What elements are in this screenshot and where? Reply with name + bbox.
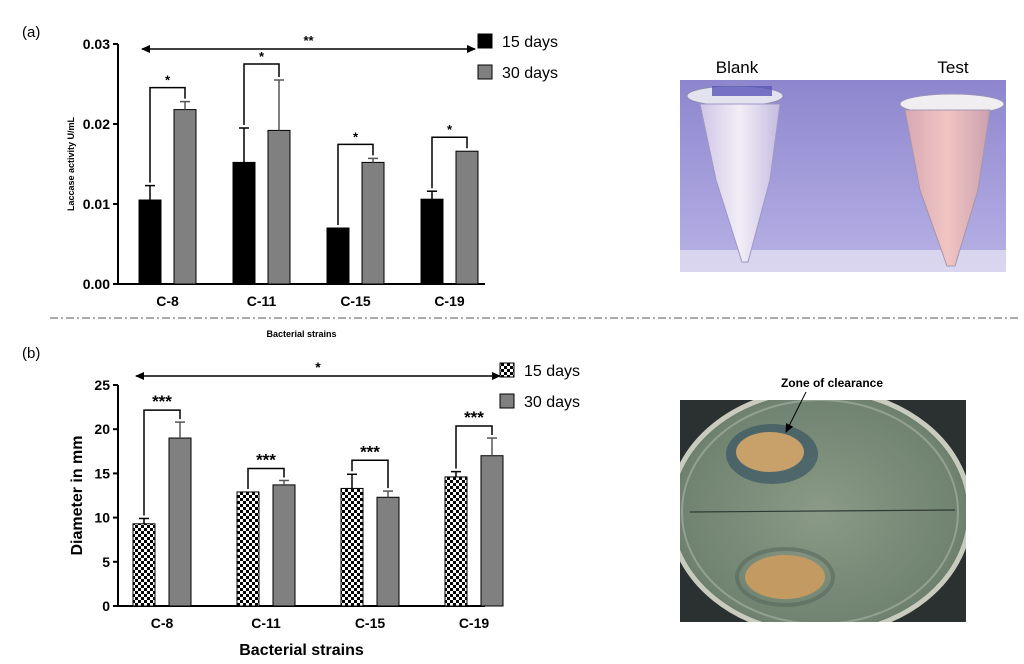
zone-of-clearance-arrow: [785, 391, 807, 433]
chart-a-legend-label: 30 days: [502, 65, 558, 82]
chart-a-significance-bracket: [431, 136, 468, 189]
chart-b-category-label: C-15: [355, 615, 386, 631]
chart-b-bar-15-days: [444, 476, 468, 607]
chart-b-y-tick-label: 10: [94, 510, 110, 526]
chart-b-y-tick-label: 20: [94, 421, 110, 437]
chart-b-significance-mark: ***: [152, 392, 172, 411]
chart-b-category-label: C-19: [459, 615, 490, 631]
chart-b-legend-label: 15 days: [524, 363, 580, 380]
chart-a-significance-bracket: [149, 86, 186, 183]
chart-a-significance-mark: *: [259, 49, 265, 64]
chart-a-bar-15-days: [138, 199, 162, 285]
chart-b-significance-mark: ***: [360, 442, 380, 461]
chart-a-y-axis-label: Laccase activity U/mL: [66, 116, 76, 211]
chart-a-bar-15-days: [326, 227, 350, 285]
panel-label-a: (a): [22, 24, 41, 41]
chart-b-significance-bracket: [143, 409, 181, 516]
chart-b-bar-15-days: [236, 491, 260, 607]
chart-a-significance-bracket: [337, 143, 374, 225]
chart-b-y-axis-label: Diameter in mm: [69, 435, 86, 555]
blank-tube: [686, 85, 784, 263]
chart-a-category-label: C-19: [434, 293, 465, 309]
chart-b-bar-30-days: [168, 437, 192, 607]
chart-a-significance-mark: *: [165, 73, 171, 88]
zone-of-clearance-label: Zone of clearance: [781, 376, 883, 390]
test-tube: [899, 93, 1005, 267]
chart-a-significance-mark: *: [353, 129, 359, 144]
chart-a-legend-swatch: [477, 33, 493, 49]
chart-b-y-tick-label: 15: [94, 465, 110, 481]
chart-b-y-tick-label: 0: [102, 598, 110, 614]
chart-a-bar-30-days: [455, 150, 479, 285]
chart-a-y-tick-label: 0.02: [83, 116, 110, 132]
chart-b-significance-bracket: [351, 459, 389, 489]
chart-a-laccase-activity: 0.00 0.01 0.02 0.03 Laccase activity U/mL Bac…: [66, 33, 558, 339]
colony-lower: [745, 555, 825, 599]
chart-b-x-axis-label: Bacterial strains: [239, 642, 364, 659]
chart-b-y-tick-label: 25: [94, 377, 110, 393]
chart-a-category-label: C-11: [247, 293, 277, 309]
chart-b-legend-swatch: [499, 362, 515, 378]
chart-a-bar-15-days: [420, 198, 444, 285]
panel-label-b: (b): [22, 345, 41, 362]
chart-a-bar-15-days: [232, 161, 256, 285]
photo-label-test: Test: [937, 58, 968, 77]
chart-a-legend-swatch: [477, 64, 493, 80]
chart-a-category-label: C-8: [156, 293, 179, 309]
chart-b-significance-mark: ***: [464, 408, 484, 427]
chart-a-bar-30-days: [173, 109, 197, 285]
chart-a-bar-30-days: [267, 129, 291, 285]
chart-a-significance-bracket: [243, 63, 280, 125]
chart-b-zone-diameter: 0 5 10 15 20 25 Diameter in mm Bacterial strain…: [69, 359, 580, 659]
chart-a-y-tick-label: 0.00: [83, 276, 110, 292]
chart-b-legend-label: 30 days: [524, 394, 580, 411]
chart-b-bar-30-days: [480, 455, 504, 607]
chart-b-y-tick-label: 5: [102, 554, 110, 570]
photo-label-blank: Blank: [716, 58, 759, 77]
chart-a-overall-significance: **: [303, 33, 314, 48]
chart-b-bar-15-days: [340, 487, 364, 607]
chart-b-category-label: C-11: [251, 615, 281, 631]
chart-b-legend-swatch: [499, 393, 515, 409]
chart-b-overall-significance: *: [315, 359, 321, 375]
chart-a-legend-label: 15 days: [502, 34, 558, 51]
chart-b-bar-30-days: [376, 496, 400, 607]
chart-b-bar-30-days: [272, 484, 296, 607]
chart-a-bar-30-days: [361, 161, 385, 285]
chart-a-category-label: C-15: [340, 293, 371, 309]
photo-b-petri-plate: [680, 400, 966, 622]
chart-b-category-label: C-8: [151, 615, 174, 631]
chart-b-significance-bracket: [455, 425, 493, 469]
chart-a-significance-mark: *: [447, 122, 453, 137]
photo-a-tubes: [680, 80, 1006, 272]
chart-a-x-axis-label: Bacterial strains: [266, 329, 336, 339]
chart-b-significance-mark: ***: [256, 450, 276, 469]
chart-a-y-tick-label: 0.01: [83, 196, 110, 212]
chart-b-bar-15-days: [132, 523, 156, 607]
chart-b-significance-bracket: [247, 467, 285, 489]
chart-a-y-tick-label: 0.03: [83, 36, 110, 52]
colony-upper: [736, 432, 804, 472]
